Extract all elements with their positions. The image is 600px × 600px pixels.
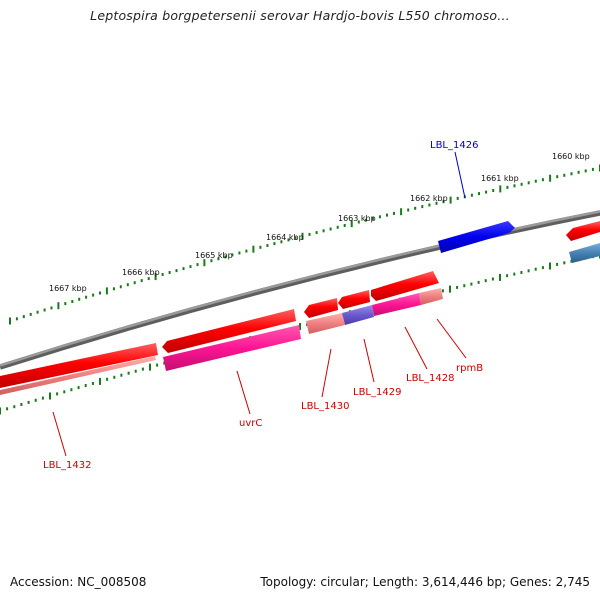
label-lbl-1432[interactable]: LBL_1432: [43, 460, 91, 471]
leader-lbl-1432: [52, 411, 67, 457]
kbp-label-1666: 1666 kbp: [122, 268, 160, 277]
label-lbl-1429[interactable]: LBL_1429: [353, 387, 401, 398]
reverse-genes: [0, 271, 439, 388]
cds-uvrc[interactable]: [163, 325, 301, 371]
leader-rpmb: [436, 318, 467, 359]
leader-lbl-1428: [404, 326, 428, 370]
kbp-label-1667: 1667 kbp: [49, 284, 87, 293]
kbp-label-group: 1660 kbp 1661 kbp 1662 kbp 1663 kbp 1664…: [49, 152, 590, 293]
gene-labels: LBL_1426 LBL_1428 rpmB LBL_1429 LBL_1430…: [43, 140, 483, 471]
kbp-label-1665: 1665 kbp: [195, 251, 233, 260]
forward-genes: [438, 221, 600, 253]
leader-lbl-1429: [363, 338, 375, 383]
cds-lbl-1429[interactable]: [342, 305, 374, 325]
gene-lbl-1432[interactable]: [0, 343, 158, 388]
gene-right-edge[interactable]: [566, 221, 600, 241]
kbp-label-1664: 1664 kbp: [266, 233, 304, 242]
cds-right-edge[interactable]: [569, 243, 600, 263]
label-lbl-1428[interactable]: LBL_1428: [406, 373, 454, 384]
cds-rpmb[interactable]: [419, 288, 443, 305]
backbone: [0, 210, 600, 367]
accession-text: Accession: NC_008508: [10, 575, 147, 589]
leader-uvrc: [236, 370, 251, 415]
leader-lbl-1426: [454, 151, 466, 199]
kbp-label-1661: 1661 kbp: [481, 174, 519, 183]
kbp-label-1662: 1662 kbp: [410, 194, 448, 203]
kbp-label-1663: 1663 kbp: [338, 214, 376, 223]
outer-tick-row: [9, 164, 600, 325]
kbp-label-1660: 1660 kbp: [552, 152, 590, 161]
leader-lines: [52, 151, 467, 457]
label-uvrc[interactable]: uvrC: [239, 418, 262, 429]
backbone-shadow: [0, 210, 600, 370]
cds-lbl-1430[interactable]: [306, 313, 345, 334]
gene-lbl-1428[interactable]: [371, 271, 439, 301]
cds-track: [0, 243, 600, 395]
label-lbl-1426[interactable]: LBL_1426: [430, 140, 478, 151]
topology-info: Topology: circular; Length: 3,614,446 bp…: [260, 575, 590, 589]
gene-lbl-1430[interactable]: [304, 298, 338, 318]
label-lbl-1430[interactable]: LBL_1430: [301, 401, 349, 412]
gene-uvrc[interactable]: [162, 309, 296, 353]
cds-lbl-1432[interactable]: [0, 356, 156, 395]
label-rpmb[interactable]: rpmB: [456, 363, 483, 374]
map-title: Leptospira borgpetersenii serovar Hardjo…: [90, 8, 510, 23]
cds-lbl-1428[interactable]: [372, 293, 421, 316]
gene-lbl-1426[interactable]: [438, 221, 515, 253]
gene-lbl-1429[interactable]: [338, 290, 370, 309]
leader-lbl-1430: [321, 348, 332, 398]
